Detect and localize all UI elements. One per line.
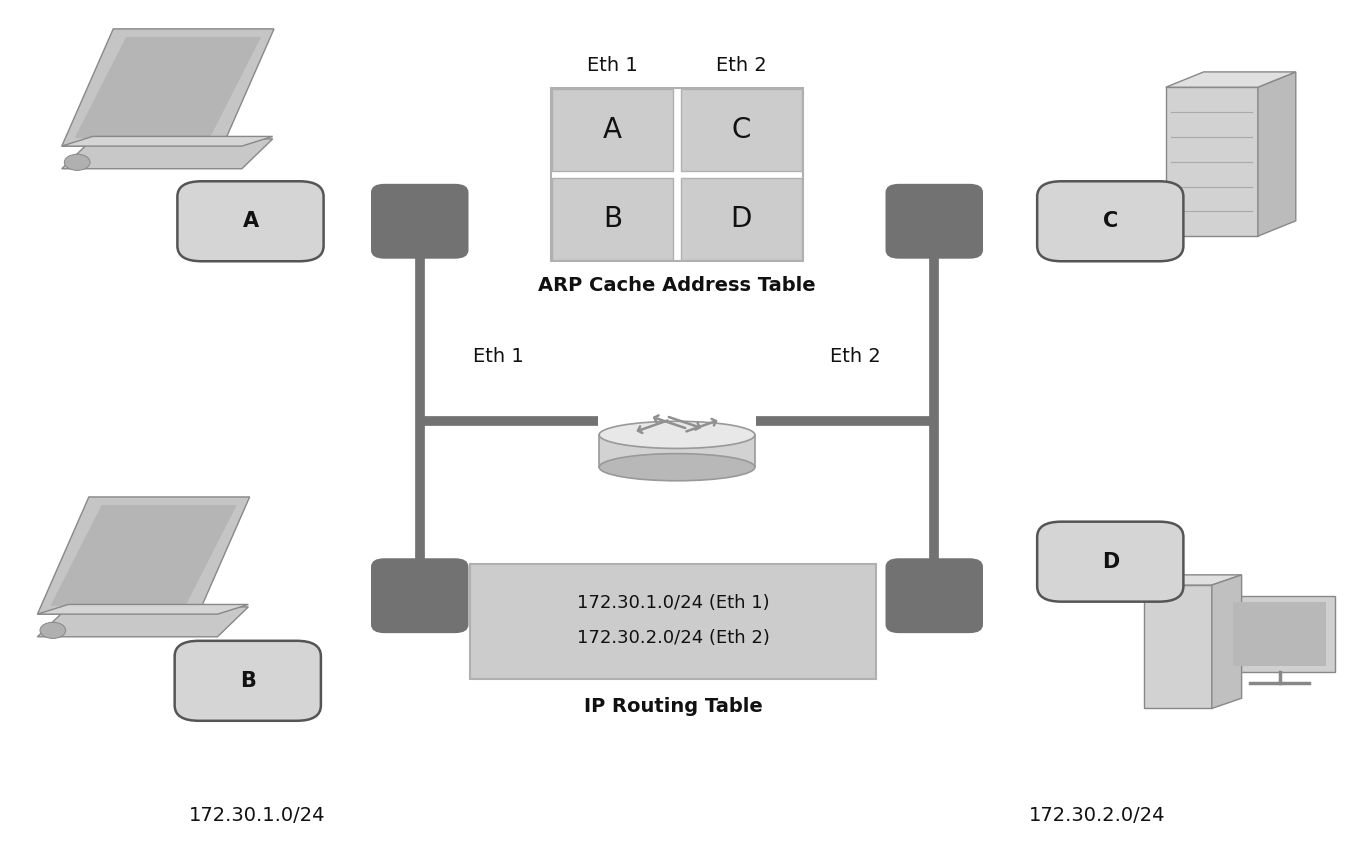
Bar: [470, 563, 876, 679]
Polygon shape: [1166, 71, 1296, 88]
Bar: [681, 89, 802, 171]
Text: Eth 2: Eth 2: [716, 56, 766, 75]
Text: IP Routing Table: IP Routing Table: [584, 698, 762, 717]
Text: A: A: [603, 116, 623, 144]
FancyBboxPatch shape: [175, 641, 321, 721]
Text: Eth 1: Eth 1: [588, 56, 638, 75]
Circle shape: [41, 622, 66, 638]
Polygon shape: [62, 139, 272, 168]
Bar: [551, 88, 803, 261]
Bar: [552, 178, 673, 260]
Text: Eth 1: Eth 1: [473, 347, 524, 366]
Polygon shape: [50, 505, 237, 606]
Text: D: D: [731, 205, 751, 233]
Bar: [681, 178, 802, 260]
Text: 172.30.2.0/24: 172.30.2.0/24: [1029, 807, 1164, 825]
FancyBboxPatch shape: [1037, 181, 1183, 261]
Polygon shape: [1212, 575, 1242, 708]
Text: B: B: [240, 671, 256, 691]
Polygon shape: [38, 607, 248, 637]
Text: A: A: [242, 211, 259, 231]
Circle shape: [65, 154, 91, 170]
FancyBboxPatch shape: [1037, 522, 1183, 602]
Bar: [1166, 88, 1258, 236]
Polygon shape: [62, 136, 272, 146]
Bar: [552, 89, 673, 171]
Bar: [598, 435, 756, 467]
Polygon shape: [38, 497, 249, 614]
FancyBboxPatch shape: [886, 558, 983, 633]
FancyBboxPatch shape: [371, 558, 468, 633]
Bar: [1144, 585, 1212, 708]
Polygon shape: [62, 29, 274, 146]
Text: 172.30.1.0/24 (Eth 1): 172.30.1.0/24 (Eth 1): [577, 593, 769, 612]
Text: ARP Cache Address Table: ARP Cache Address Table: [538, 276, 816, 294]
Text: C: C: [731, 116, 751, 144]
Ellipse shape: [598, 421, 756, 448]
FancyBboxPatch shape: [177, 181, 324, 261]
Polygon shape: [1258, 71, 1296, 236]
Polygon shape: [38, 604, 248, 614]
Polygon shape: [74, 37, 261, 138]
Text: 172.30.2.0/24 (Eth 2): 172.30.2.0/24 (Eth 2): [577, 629, 769, 648]
FancyBboxPatch shape: [886, 184, 983, 259]
Bar: [1224, 596, 1335, 672]
Polygon shape: [1144, 575, 1242, 585]
FancyBboxPatch shape: [371, 184, 468, 259]
Text: Eth 2: Eth 2: [830, 347, 881, 366]
Text: B: B: [603, 205, 623, 233]
Ellipse shape: [598, 454, 756, 481]
Text: D: D: [1102, 551, 1118, 572]
Text: C: C: [1102, 211, 1118, 231]
Text: 172.30.1.0/24: 172.30.1.0/24: [190, 807, 325, 825]
Bar: [1233, 602, 1326, 666]
